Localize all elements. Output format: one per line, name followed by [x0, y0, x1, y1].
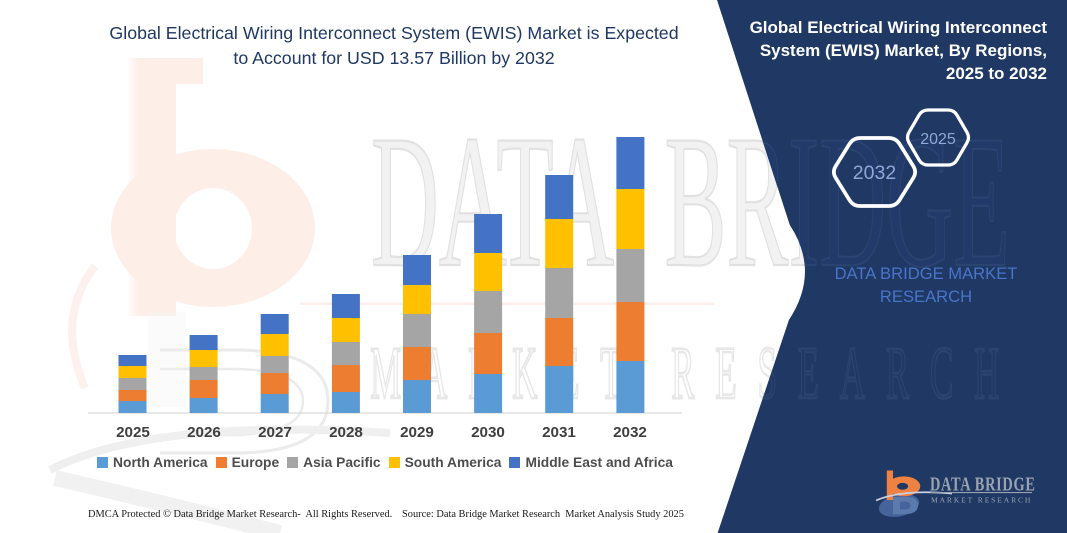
svg-text:DATA BRIDGE: DATA BRIDGE — [930, 472, 1036, 495]
svg-text:2025: 2025 — [920, 131, 956, 148]
svg-text:MARKET RESEARCH: MARKET RESEARCH — [931, 495, 1032, 504]
svg-text:2032: 2032 — [853, 162, 896, 184]
